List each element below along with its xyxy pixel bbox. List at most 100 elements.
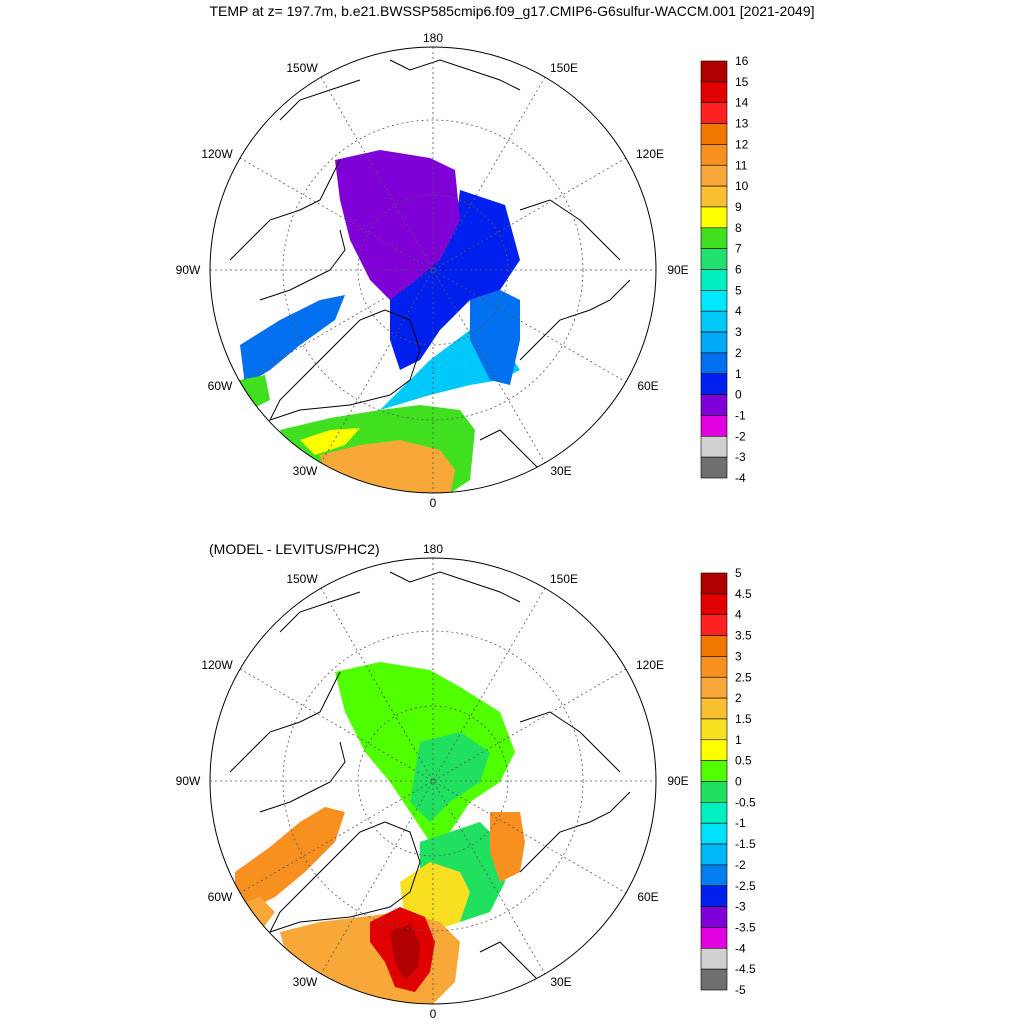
top-colorbar-tick-label: 6 (735, 263, 742, 277)
bottom-lon-label-150w: 150W (286, 572, 318, 586)
top-lon-label-150w: 150W (286, 61, 318, 75)
bottom-colorbar-tick-label: 4.5 (735, 587, 752, 601)
top-colorbar-swatch (700, 415, 728, 437)
plot-subtitle: (MODEL - LEVITUS/PHC2) (209, 541, 380, 557)
top-colorbar-tick-label: -4 (735, 471, 746, 485)
bottom-colorbar-tick-label: 3 (735, 649, 742, 663)
bottom-colorbar-swatch (700, 656, 728, 678)
top-colorbar-swatch (700, 144, 728, 166)
top-lon-label-90w: 90W (176, 263, 201, 277)
bottom-colorbar-tick-label: 1 (735, 733, 742, 747)
bottom-colorbar-tick-label: 0.5 (735, 754, 752, 768)
top-colorbar-tick-label: -1 (735, 408, 746, 422)
bottom-colorbar-tick-label: -3.5 (735, 920, 756, 934)
bottom-colorbar: 5 4.5 4 3.5 3 2.5 2 1.5 1 0.5 0 -0.5 -1 -1.5 -2 -2.5 -3 -… (700, 566, 756, 997)
top-colorbar-tick-label: 7 (735, 242, 742, 256)
top-colorbar-swatch (700, 269, 728, 291)
bottom-colorbar-tick-label: -2 (735, 858, 746, 872)
top-colorbar-tick-label: 4 (735, 304, 742, 318)
top-lon-label-150e: 150E (550, 61, 578, 75)
top-lon-label-90e: 90E (667, 263, 688, 277)
top-colorbar-tick-label: -3 (735, 450, 746, 464)
bottom-colorbar-swatch (700, 864, 728, 887)
top-lon-label-0: 0 (430, 496, 437, 510)
top-graticule (210, 47, 656, 493)
top-colorbar-tick-label: 15 (735, 75, 749, 89)
bottom-colorbar-swatch (700, 760, 728, 782)
bottom-colorbar-tick-label: -1 (735, 816, 746, 830)
bottom-colorbar-tick-label: 4 (735, 608, 742, 622)
bottom-colorbar-swatch (700, 927, 728, 949)
bottom-colorbar-tick-label: -4.5 (735, 962, 756, 976)
bottom-colorbar-swatch (700, 802, 728, 824)
bottom-colorbar-swatch (700, 947, 728, 970)
top-lon-label-60e: 60E (637, 379, 658, 393)
top-colorbar-swatch (700, 227, 728, 249)
top-coastlines (229, 59, 631, 481)
top-colorbar-tick-label: -2 (735, 429, 746, 443)
top-map-fields (210, 47, 656, 493)
bottom-colorbar-tick-label: 0 (735, 775, 742, 789)
top-colorbar-swatch (700, 352, 728, 375)
top-colorbar-tick-label: 13 (735, 117, 749, 131)
bottom-colorbar-tick-label: -3 (735, 900, 746, 914)
bottom-colorbar-tick-label: -5 (735, 983, 746, 997)
labrador-orange-strip (235, 807, 345, 912)
bottom-graticule (210, 558, 656, 1004)
top-colorbar-tick-label: 10 (735, 179, 749, 193)
bottom-colorbar-tick-label: 2 (735, 691, 742, 705)
top-lon-label-120w: 120W (201, 147, 233, 161)
bottom-lon-label-60w: 60W (208, 890, 233, 904)
bottom-colorbar-tick-label: -0.5 (735, 795, 756, 809)
labrador-blue-strip (240, 295, 345, 385)
bottom-map-boundary (209, 557, 657, 1005)
arctic-green-inner (410, 732, 490, 822)
atlantic-darkred-core (390, 924, 420, 980)
top-colorbar-swatch (700, 206, 728, 229)
bottom-lon-label-90w: 90W (176, 774, 201, 788)
bottom-colorbar-swatch (700, 739, 728, 761)
bottom-colorbar-swatch (700, 822, 728, 845)
bottom-colorbar-swatch (700, 593, 728, 615)
bottom-coastlines (229, 571, 631, 993)
bottom-polar-map-panel: 180 0 90W 90E 150W 150E 120W 120E 60W 60… (176, 542, 756, 1021)
top-colorbar-swatch (700, 456, 728, 479)
plot-title: TEMP at z= 197.7m, b.e21.BWSSP585cmip6.f… (209, 3, 815, 19)
top-colorbar-swatch (700, 81, 728, 103)
bottom-colorbar-swatch (700, 781, 728, 803)
bottom-colorbar-tick-label: 1.5 (735, 712, 752, 726)
barents-blue-region (470, 290, 520, 385)
top-colorbar-swatch (700, 60, 728, 83)
bottom-lon-label-150e: 150E (550, 572, 578, 586)
bottom-colorbar-tick-label: -1.5 (735, 837, 756, 851)
top-colorbar-swatch (700, 123, 728, 145)
bottom-colorbar-swatch (700, 718, 728, 741)
top-colorbar-swatch (700, 373, 728, 395)
bottom-lon-label-180: 180 (423, 542, 443, 556)
top-colorbar-swatch (700, 290, 728, 312)
top-colorbar-tick-label: 1 (735, 367, 742, 381)
bottom-lon-label-60e: 60E (637, 890, 658, 904)
bottom-colorbar-swatch (700, 635, 728, 657)
bottom-colorbar-swatch (700, 968, 728, 991)
top-colorbar-tick-label: 8 (735, 221, 742, 235)
top-colorbar-swatch (700, 102, 728, 124)
top-colorbar-swatch (700, 185, 728, 208)
top-colorbar-tick-label: 11 (735, 158, 748, 172)
bottom-lon-label-90e: 90E (667, 774, 688, 788)
bottom-colorbar-swatch (700, 843, 728, 866)
bottom-lon-label-30w: 30W (293, 975, 318, 989)
bottom-colorbar-tick-label: -2.5 (735, 879, 756, 893)
top-colorbar-tick-label: 2 (735, 346, 742, 360)
bottom-colorbar-swatch (700, 885, 728, 907)
top-colorbar-swatch (700, 394, 728, 416)
atlantic-yellow-band (300, 428, 360, 455)
top-lon-label-30e: 30E (550, 464, 571, 478)
bottom-colorbar-tick-label: 5 (735, 566, 742, 580)
arctic-dark-blue (390, 190, 520, 370)
top-polar-map-panel: 180 0 90W 90E 150W 150E 120W 120E 60W 60… (176, 31, 749, 510)
top-colorbar-tick-label: 9 (735, 200, 742, 214)
bottom-colorbar-swatch (700, 676, 728, 699)
bottom-colorbar-tick-label: 3.5 (735, 629, 752, 643)
